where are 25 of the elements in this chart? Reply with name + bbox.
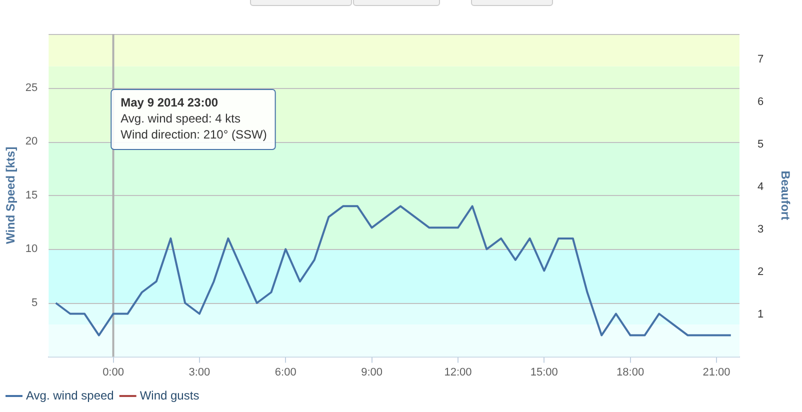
- x-tick-label: 3:00: [188, 366, 210, 378]
- legend-label: Avg. wind speed: [26, 388, 114, 402]
- y2-tick-label: 3: [757, 223, 764, 236]
- x-tick-label: 18:00: [616, 366, 644, 378]
- x-tick-label: 6:00: [274, 366, 296, 378]
- x-tick-label: 12:00: [444, 366, 472, 378]
- y-tick-label: 25: [25, 82, 38, 94]
- y-axis-title: Wind Speed [kts]: [4, 146, 18, 244]
- annotation: May 9 2014 23:00 Avg. wind speed: 4 kts Wind direction: 210° (SSW): [120, 95, 267, 142]
- legend-label: Wind gusts: [140, 388, 200, 402]
- y2-tick-label: 7: [757, 54, 764, 66]
- y2-tick-label: 5: [757, 138, 764, 150]
- y-tick-label: 15: [25, 189, 38, 202]
- y2-tick-label: 2: [757, 266, 764, 278]
- y2-axis-title: Beaufort: [778, 170, 792, 220]
- y2-tick-label: 1: [757, 308, 764, 320]
- x-tick-label: 21:00: [702, 366, 730, 378]
- y2-tick-label: 6: [757, 96, 764, 108]
- y-tick-label: 20: [25, 136, 38, 148]
- x-tick-label: 0:00: [102, 366, 124, 378]
- x-tick-label: 9:00: [361, 366, 383, 378]
- x-tick-label: 15:00: [530, 366, 558, 378]
- y-tick-label: 5: [32, 297, 38, 310]
- y2-tick-label: 4: [757, 180, 764, 193]
- y-tick-label: 10: [25, 243, 38, 256]
